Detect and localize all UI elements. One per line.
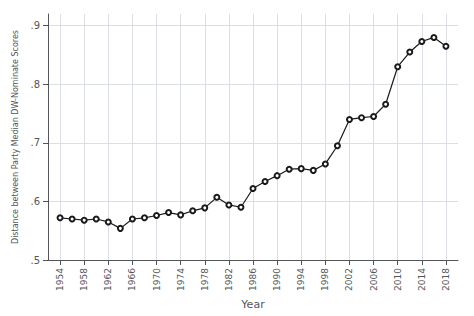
svg-text:1962: 1962 [103, 268, 113, 291]
svg-text:1970: 1970 [152, 268, 162, 291]
svg-text:1966: 1966 [127, 268, 137, 291]
svg-text:.9: .9 [30, 20, 40, 31]
svg-text:1986: 1986 [248, 268, 258, 291]
svg-text:1954: 1954 [55, 268, 65, 291]
svg-text:2018: 2018 [441, 268, 451, 291]
svg-text:1994: 1994 [296, 268, 306, 291]
svg-text:1958: 1958 [79, 268, 89, 291]
svg-text:1978: 1978 [200, 268, 210, 291]
svg-text:2002: 2002 [344, 268, 354, 291]
svg-text:2006: 2006 [369, 268, 379, 291]
svg-text:2010: 2010 [393, 268, 403, 291]
svg-text:.5: .5 [30, 255, 40, 266]
svg-text:.6: .6 [30, 196, 40, 207]
svg-text:1974: 1974 [176, 268, 186, 291]
svg-text:1982: 1982 [224, 268, 234, 291]
svg-text:.8: .8 [30, 79, 40, 90]
svg-text:Year: Year [240, 298, 265, 311]
svg-text:1998: 1998 [320, 268, 330, 291]
svg-text:2014: 2014 [417, 268, 427, 291]
svg-text:.7: .7 [30, 137, 40, 148]
svg-text:Distance between Party Median: Distance between Party Median DW-Nominat… [11, 30, 20, 244]
svg-text:1990: 1990 [272, 268, 282, 291]
